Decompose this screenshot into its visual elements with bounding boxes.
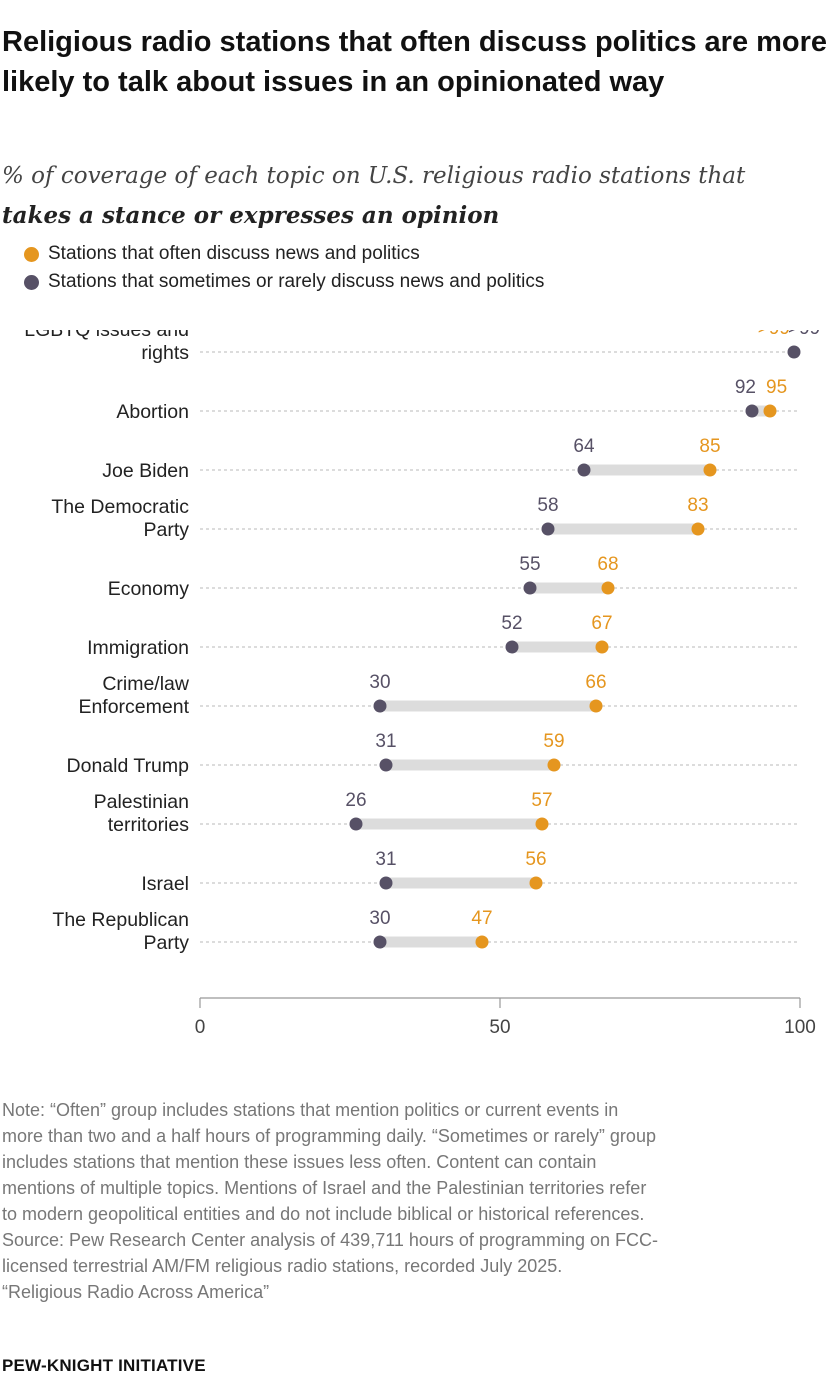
category-label: Palestinian	[94, 791, 189, 813]
x-tick-label: 0	[195, 1017, 206, 1038]
subtitle-line-2: takes a stance or expresses an opinion	[2, 202, 500, 229]
chart-title: Religious radio stations that often disc…	[2, 26, 828, 98]
note-line: includes stations that mention these iss…	[2, 1152, 597, 1172]
x-tick-label: 50	[489, 1017, 510, 1038]
category-label: LGBTQ issues and	[24, 330, 189, 341]
sometimes-value-label: 31	[375, 731, 396, 752]
note-line: Note: “Often” group includes stations th…	[2, 1100, 619, 1120]
often-value-label: 67	[591, 613, 612, 634]
sometimes-dot	[577, 463, 591, 477]
sometimes-value-label: 26	[345, 790, 366, 811]
sometimes-dot	[373, 935, 387, 949]
often-value-label: 56	[525, 849, 546, 870]
often-dot	[529, 876, 543, 890]
note-line: to modern geopolitical entities and do n…	[2, 1204, 645, 1224]
often-dot	[475, 935, 489, 949]
category-label: Donald Trump	[67, 755, 190, 777]
sometimes-dot	[373, 699, 387, 713]
sometimes-value-label: 64	[573, 436, 595, 457]
sometimes-value-label: 31	[375, 849, 396, 870]
sometimes-dot	[349, 817, 363, 831]
category-label: territories	[108, 814, 190, 836]
sometimes-dot	[541, 522, 555, 536]
category-label: rights	[141, 342, 189, 364]
sometimes-value-label: 30	[369, 672, 390, 693]
legend-item-often: Stations that often discuss news and pol…	[24, 240, 544, 268]
category-label: Party	[143, 932, 189, 954]
sometimes-value-label: 55	[519, 554, 540, 575]
sometimes-dot	[505, 640, 519, 654]
often-dot	[547, 758, 561, 772]
source-line: licensed terrestrial AM/FM religious rad…	[2, 1256, 563, 1276]
chart-source: Source: Pew Research Center analysis of …	[2, 1227, 838, 1305]
x-tick-label: 100	[784, 1017, 816, 1038]
subtitle-line-1: % of coverage of each topic on U.S. reli…	[2, 163, 746, 189]
source-report-title: “Religious Radio Across America”	[2, 1282, 270, 1302]
legend-label-often: Stations that often discuss news and pol…	[48, 243, 420, 264]
sometimes-dot	[379, 758, 393, 772]
legend-dot-often	[24, 246, 39, 262]
category-label: Crime/law	[102, 673, 190, 695]
often-value-label: 59	[543, 731, 564, 752]
sometimes-value-label: >99	[788, 330, 820, 339]
legend: Stations that often discuss news and pol…	[24, 240, 544, 296]
note-line: more than two and a half hours of progra…	[2, 1126, 656, 1146]
sometimes-dot	[523, 581, 537, 595]
category-label: Party	[143, 519, 189, 541]
often-value-label: 68	[597, 554, 618, 575]
sometimes-dot	[787, 345, 801, 359]
category-label: Economy	[108, 578, 190, 600]
often-value-label: 47	[471, 908, 492, 929]
category-label: Israel	[141, 873, 189, 895]
sometimes-dot	[745, 404, 759, 418]
legend-item-sometimes: Stations that sometimes or rarely discus…	[24, 268, 544, 296]
often-dot	[703, 463, 717, 477]
often-dot	[763, 404, 777, 418]
often-value-label: 95	[766, 377, 787, 398]
often-dot	[535, 817, 549, 831]
often-value-label: 66	[585, 672, 606, 693]
sometimes-dot	[379, 876, 393, 890]
sometimes-value-label: 52	[501, 613, 522, 634]
sometimes-value-label: 92	[735, 377, 756, 398]
category-label: Abortion	[116, 401, 189, 423]
often-value-label: 85	[699, 436, 720, 457]
category-label: The Republican	[52, 909, 189, 931]
category-label: Immigration	[87, 637, 189, 659]
often-dot	[595, 640, 609, 654]
legend-label-sometimes: Stations that sometimes or rarely discus…	[48, 271, 545, 292]
category-label: Joe Biden	[102, 460, 189, 482]
source-line: Source: Pew Research Center analysis of …	[2, 1230, 658, 1250]
chart-subtitle: % of coverage of each topic on U.S. reli…	[2, 156, 838, 236]
footer-brand: PEW-KNIGHT INITIATIVE	[2, 1356, 206, 1375]
often-dot	[691, 522, 705, 536]
often-dot	[601, 581, 615, 595]
often-value-label: >99	[758, 330, 790, 339]
chart-note: Note: “Often” group includes stations th…	[2, 1097, 838, 1227]
often-value-label: 83	[687, 495, 708, 516]
category-label: Enforcement	[78, 696, 189, 718]
note-line: mentions of multiple topics. Mentions of…	[2, 1178, 647, 1198]
legend-dot-sometimes	[24, 274, 39, 290]
often-dot	[589, 699, 603, 713]
sometimes-value-label: 58	[537, 495, 558, 516]
often-value-label: 57	[531, 790, 552, 811]
sometimes-value-label: 30	[369, 908, 390, 929]
category-label: The Democratic	[51, 496, 189, 518]
